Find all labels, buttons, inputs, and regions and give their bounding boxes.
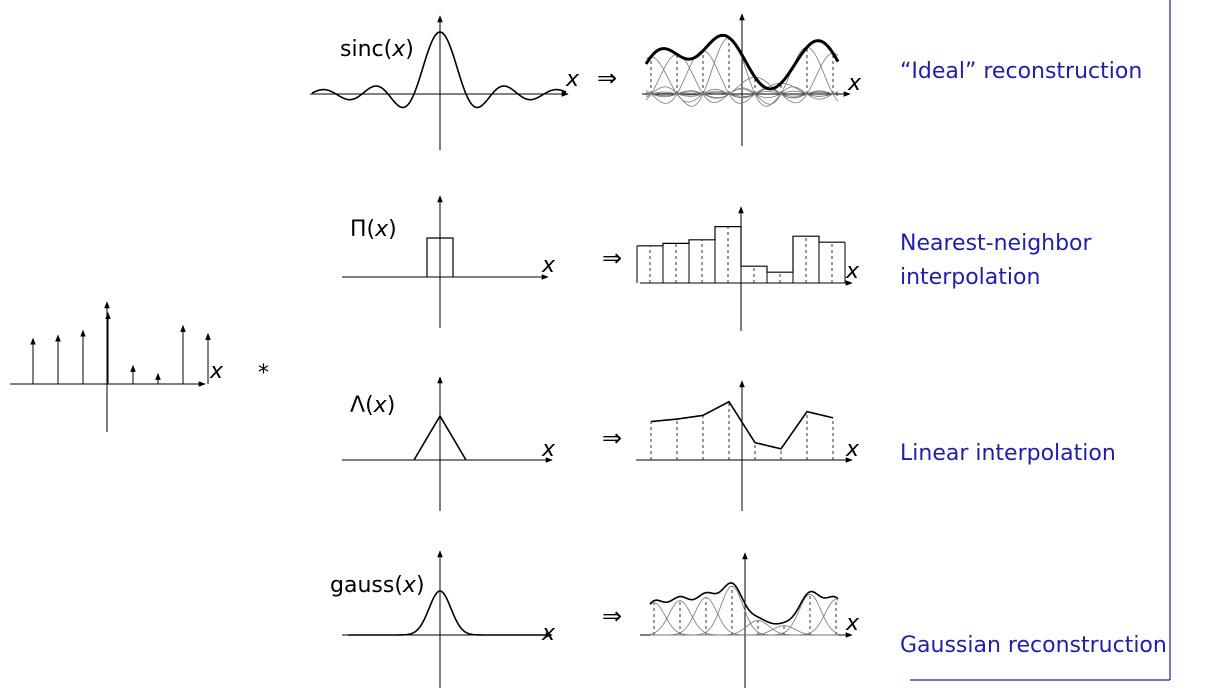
reconstructed-signal-curve — [644, 33, 840, 91]
box-x-label: x — [541, 253, 556, 278]
shifted-kernel-curve — [649, 600, 838, 636]
row-box: Π(x) x ⇒ x Nearest-neighbor interpolation — [342, 195, 1093, 331]
gauss-kernel-curve — [348, 590, 546, 636]
convolution-star: * — [258, 361, 269, 386]
row-tent: Λ(x) x ⇒ x Linear interpolation — [342, 376, 1116, 511]
tent-kernel-triangle — [413, 414, 467, 461]
caption-gaussian-reconstruction: Gaussian reconstruction — [900, 633, 1167, 658]
sinc-kernel-curve — [311, 31, 567, 109]
box-reconstruction-curve — [637, 226, 845, 273]
tent-implies-arrow: ⇒ — [602, 424, 622, 452]
row-sinc: sinc(x) x ⇒ x “Ideal” reconstruction — [310, 13, 1142, 150]
sinc-implies-arrow: ⇒ — [597, 64, 617, 92]
gauss-kernel-label: gauss(x) — [330, 573, 425, 598]
gauss-implies-arrow: ⇒ — [602, 602, 622, 630]
shifted-kernel-curve — [650, 599, 839, 636]
caption-linear-interpolation: Linear interpolation — [900, 441, 1116, 466]
reconstructed-signal-curve — [650, 400, 834, 450]
box-recon-x-label: x — [845, 259, 860, 284]
tent-x-label: x — [541, 437, 556, 462]
row-gauss: gauss(x) x ⇒ x Gaussian reconstruction — [330, 550, 1167, 688]
box-kernel-label: Π(x) — [350, 217, 397, 242]
shifted-kernel-curve — [645, 52, 839, 104]
sinc-reconstruction-plot — [644, 33, 840, 107]
gauss-recon-x-label: x — [845, 611, 860, 636]
gauss-x-label: x — [541, 621, 556, 646]
tent-recon-x-label: x — [845, 437, 860, 462]
caption-ideal-reconstruction: “Ideal” reconstruction — [900, 59, 1142, 84]
box-implies-arrow: ⇒ — [602, 244, 622, 272]
sinc-x-label: x — [565, 67, 580, 92]
caption-nearest-neighbor: Nearest-neighbor interpolation — [900, 231, 1093, 290]
box-kernel-rect — [426, 237, 454, 277]
tent-kernel-label: Λ(x) — [350, 393, 395, 418]
gauss-reconstruction-plot — [649, 582, 839, 636]
sinc-kernel-label: sinc(x) — [340, 37, 414, 62]
tent-reconstruction-plot — [650, 400, 834, 460]
box-reconstruction-plot — [636, 226, 846, 283]
sinc-recon-x-label: x — [847, 71, 862, 96]
reconstructed-signal-curve — [649, 582, 839, 625]
sample-x-label: x — [209, 359, 224, 384]
sample-impulse-train: x — [10, 301, 224, 432]
